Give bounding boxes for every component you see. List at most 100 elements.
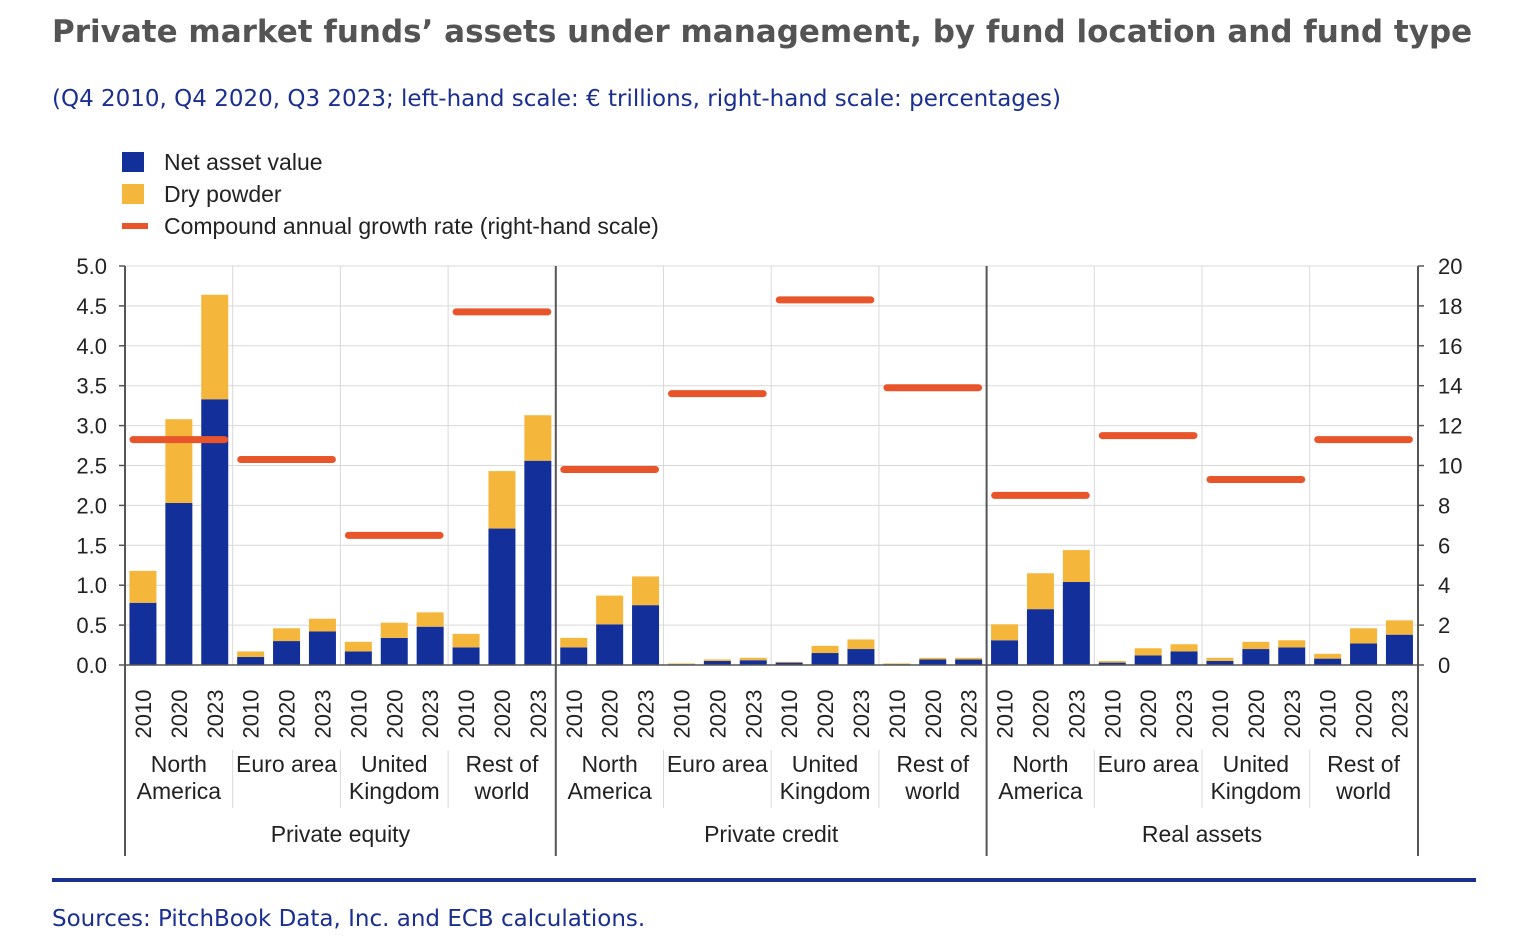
year-tick-label: 2020 — [921, 690, 946, 739]
location-label: Kingdom — [349, 778, 440, 804]
y-tick-label-left: 0.5 — [76, 613, 107, 638]
bar-net-asset-value — [1026, 609, 1054, 665]
bar-dry-powder — [703, 659, 731, 662]
location-label: America — [137, 778, 222, 804]
year-tick-label: 2020 — [1244, 690, 1269, 739]
bar-dry-powder — [1134, 648, 1162, 656]
bar-dry-powder — [452, 633, 480, 648]
bar-dry-powder — [1026, 573, 1054, 610]
y-tick-label-left: 1.5 — [76, 533, 107, 558]
legend-item-nav: Net asset value — [122, 146, 659, 178]
legend-swatch-dry-powder — [122, 184, 144, 204]
bar-dry-powder — [955, 657, 983, 660]
y-tick-label-left: 3.0 — [76, 414, 107, 439]
year-tick-label: 2010 — [454, 690, 479, 739]
y-tick-label-right: 4 — [1438, 573, 1450, 598]
y-tick-label-right: 2 — [1438, 613, 1450, 638]
bar-net-asset-value — [1170, 651, 1198, 665]
location-label: world — [473, 778, 529, 804]
location-label: United — [361, 751, 427, 777]
bar-dry-powder — [632, 576, 660, 606]
bar-net-asset-value — [344, 651, 372, 665]
legend-swatch-nav — [122, 152, 144, 172]
bar-dry-powder — [488, 471, 516, 529]
bar-net-asset-value — [560, 647, 588, 665]
bar-dry-powder — [775, 661, 803, 663]
bar-dry-powder — [1350, 628, 1378, 644]
location-label: Rest of — [1327, 751, 1400, 777]
bar-dry-powder — [380, 622, 408, 638]
legend-label-nav: Net asset value — [164, 148, 323, 175]
year-tick-label: 2020 — [705, 690, 730, 739]
bar-dry-powder — [1314, 653, 1342, 659]
location-label: Rest of — [896, 751, 969, 777]
year-tick-label: 2023 — [1064, 690, 1089, 739]
year-tick-label: 2020 — [382, 690, 407, 739]
bar-net-asset-value — [1314, 658, 1342, 665]
y-tick-label-right: 14 — [1438, 374, 1462, 399]
location-label: Euro area — [667, 751, 768, 777]
bar-dry-powder — [667, 663, 695, 665]
bar-dry-powder — [811, 645, 839, 654]
y-tick-label-right: 8 — [1438, 493, 1450, 518]
bar-net-asset-value — [273, 641, 301, 665]
bar-dry-powder — [596, 595, 624, 625]
bar-net-asset-value — [703, 661, 731, 665]
y-tick-label-left: 5.0 — [76, 254, 107, 279]
y-tick-label-left: 4.0 — [76, 334, 107, 359]
bar-net-asset-value — [919, 659, 947, 665]
bar-dry-powder — [560, 637, 588, 648]
year-tick-label: 2020 — [813, 690, 838, 739]
location-label: Kingdom — [780, 778, 871, 804]
bar-net-asset-value — [1278, 647, 1306, 665]
y-tick-label-right: 10 — [1438, 454, 1462, 479]
year-tick-label: 2023 — [634, 690, 659, 739]
bar-net-asset-value — [416, 626, 444, 665]
y-tick-label-left: 4.5 — [76, 294, 107, 319]
location-label: North — [151, 751, 207, 777]
year-tick-label: 2020 — [598, 690, 623, 739]
fund-type-label: Private credit — [704, 821, 839, 847]
y-tick-label-left: 2.5 — [76, 454, 107, 479]
bar-net-asset-value — [739, 660, 767, 665]
year-tick-label: 2010 — [885, 690, 910, 739]
year-tick-label: 2010 — [346, 690, 371, 739]
legend-label-dry-powder: Dry powder — [164, 180, 282, 207]
year-tick-label: 2023 — [203, 690, 228, 739]
y-tick-label-right: 0 — [1438, 653, 1450, 678]
year-tick-label: 2020 — [167, 690, 192, 739]
bar-net-asset-value — [1242, 649, 1270, 665]
year-tick-label: 2010 — [239, 690, 264, 739]
y-tick-label-right: 12 — [1438, 414, 1462, 439]
bar-dry-powder — [524, 415, 552, 461]
bar-net-asset-value — [1385, 634, 1413, 665]
y-tick-label-right: 20 — [1438, 254, 1462, 279]
bar-net-asset-value — [1134, 655, 1162, 665]
bar-dry-powder — [1278, 640, 1306, 648]
bar-dry-powder — [1098, 661, 1126, 663]
bar-dry-powder — [919, 657, 947, 660]
bar-dry-powder — [847, 639, 875, 650]
legend: Net asset value Dry powder Compound annu… — [122, 146, 659, 242]
location-label: North — [582, 751, 638, 777]
year-tick-label: 2023 — [418, 690, 443, 739]
year-tick-label: 2010 — [131, 690, 156, 739]
location-label: North — [1012, 751, 1068, 777]
bar-net-asset-value — [596, 624, 624, 665]
year-tick-label: 2010 — [1100, 690, 1125, 739]
bar-net-asset-value — [237, 657, 265, 665]
bar-dry-powder — [237, 651, 265, 658]
bar-dry-powder — [344, 641, 372, 652]
year-tick-label: 2010 — [777, 690, 802, 739]
location-label: Euro area — [236, 751, 337, 777]
bar-dry-powder — [165, 419, 193, 504]
bar-net-asset-value — [380, 637, 408, 665]
year-tick-label: 2023 — [1280, 690, 1305, 739]
bar-dry-powder — [1206, 657, 1234, 662]
fund-type-label: Private equity — [271, 821, 411, 847]
y-tick-label-right: 6 — [1438, 533, 1450, 558]
bar-dry-powder — [1242, 641, 1270, 650]
year-tick-label: 2020 — [490, 690, 515, 739]
location-label: world — [1335, 778, 1391, 804]
footer-rule — [52, 878, 1476, 882]
